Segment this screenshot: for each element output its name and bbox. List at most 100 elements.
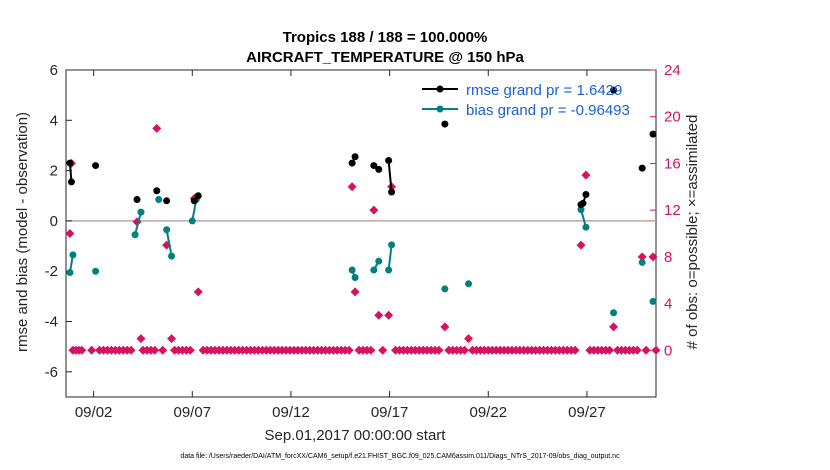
x-tick-label: 09/02: [75, 404, 113, 421]
rmse-point: [153, 187, 161, 195]
x-axis-title: Sep.01,2017 00:00:00 start: [265, 427, 447, 444]
y-left-tick-label: -6: [45, 364, 58, 381]
obs-possible-marker: [167, 334, 177, 344]
y-right-tick-label: 0: [664, 342, 672, 359]
bias-point: [465, 280, 473, 288]
obs-possible-marker: [648, 252, 658, 262]
y-right-tick-label: 20: [664, 109, 681, 126]
bias-point: [69, 251, 77, 259]
bias-point: [168, 252, 176, 260]
x-tick-label: 09/17: [371, 404, 409, 421]
x-tick-label: 09/22: [470, 404, 508, 421]
bias-point: [351, 274, 359, 282]
rmse-point: [92, 162, 100, 170]
obs-count-markers: [65, 123, 661, 355]
bias-point: [348, 266, 356, 274]
rmse-line-segment: [387, 160, 393, 193]
bias-point: [375, 257, 383, 265]
rmse-series: [66, 86, 657, 209]
obs-possible-marker: [150, 345, 160, 355]
bias-point: [163, 226, 171, 234]
bias-point: [370, 266, 378, 274]
y-right-tick-label: 8: [664, 249, 672, 266]
obs-possible-marker: [609, 322, 619, 332]
bias-point: [137, 208, 145, 216]
obs-possible-marker: [464, 334, 474, 344]
bias-line-segment: [165, 229, 173, 257]
bias-point: [131, 231, 139, 239]
y-right-tick-labels: 0 4 8 12 16 20 24: [664, 62, 681, 359]
plot-area: [65, 69, 657, 398]
obs-possible-marker: [384, 310, 394, 320]
y-right-tick-label: 12: [664, 202, 681, 219]
bias-series: [66, 196, 657, 317]
bias-point: [385, 266, 393, 274]
y-right-tick-label: 4: [664, 296, 672, 313]
rmse-point: [67, 178, 75, 186]
obs-possible-marker: [347, 182, 357, 192]
obs-possible-marker: [366, 345, 376, 355]
obs-possible-marker: [87, 345, 97, 355]
y-right-tick-label: 16: [664, 155, 681, 172]
rmse-point: [582, 191, 590, 199]
bias-point: [66, 268, 74, 276]
rmse-point: [348, 159, 356, 167]
footer-data-file: data file: /Users/raeder/DAI/ATM_forcXX/…: [180, 453, 620, 460]
chart-title-line1: Tropics 188 / 188 = 100.000%: [283, 29, 488, 46]
obs-possible-marker: [576, 240, 586, 250]
rmse-point: [388, 188, 396, 196]
rmse-point: [610, 86, 618, 94]
bias-point: [649, 297, 657, 305]
obs-possible-marker: [344, 345, 354, 355]
obs-possible-marker: [136, 334, 146, 344]
rmse-point: [579, 199, 587, 207]
obs-possible-marker: [378, 345, 388, 355]
obs-possible-marker: [374, 310, 384, 320]
obs-possible-marker: [434, 345, 444, 355]
rmse-point: [649, 130, 657, 138]
obs-possible-marker: [185, 345, 195, 355]
obs-possible-marker: [193, 287, 203, 297]
bias-point: [582, 223, 590, 231]
rmse-point: [385, 157, 393, 165]
x-tick-labels: 09/02 09/07 09/12 09/17 09/22 09/27: [75, 404, 606, 421]
rmse-point: [133, 196, 141, 204]
rmse-point: [638, 164, 646, 172]
y-left-tick-label: 6: [50, 62, 58, 79]
bias-point: [610, 309, 618, 317]
y-left-tick-label: 4: [50, 112, 58, 129]
y-left-tick-label: -2: [45, 263, 58, 280]
bias-point: [577, 206, 585, 214]
obs-possible-marker: [570, 345, 580, 355]
chart-title-line2: AIRCRAFT_TEMPERATURE @ 150 hPa: [246, 49, 524, 66]
obs-possible-marker: [350, 287, 360, 297]
legend-rmse-label: rmse grand pr = 1.6429: [466, 82, 622, 99]
obs-possible-marker: [369, 205, 379, 215]
y-right-axis-title: # of obs: o=possible; ×=assimilated: [684, 115, 701, 350]
obs-possible-marker: [158, 345, 168, 355]
y-left-tick-label: -4: [45, 314, 58, 331]
rmse-point: [66, 159, 74, 167]
y-left-tick-label: 0: [50, 213, 58, 230]
obs-possible-marker: [581, 170, 591, 180]
y-left-tick-labels: -6 -4 -2 0 2 4 6: [45, 62, 58, 381]
obs-possible-marker: [460, 345, 470, 355]
bias-point: [92, 267, 100, 275]
bias-line-segment: [134, 211, 142, 236]
legend: rmse grand pr = 1.6429 bias grand pr = -…: [422, 82, 630, 119]
obs-possible-marker: [152, 123, 162, 133]
x-tick-label: 09/27: [568, 404, 606, 421]
obs-possible-marker: [440, 322, 450, 332]
legend-bias-marker: [436, 105, 444, 113]
obs-possible-marker: [77, 345, 87, 355]
x-tick-label: 09/07: [174, 404, 212, 421]
obs-possible-marker: [65, 229, 75, 238]
obs-possible-marker: [605, 345, 615, 355]
bias-point: [188, 217, 196, 225]
legend-rmse-marker: [436, 85, 444, 93]
bias-line-segment: [387, 244, 393, 271]
y-left-axis-title: rmse and bias (model - observation): [14, 112, 31, 352]
rmse-point: [370, 162, 378, 170]
bias-point: [441, 285, 449, 293]
